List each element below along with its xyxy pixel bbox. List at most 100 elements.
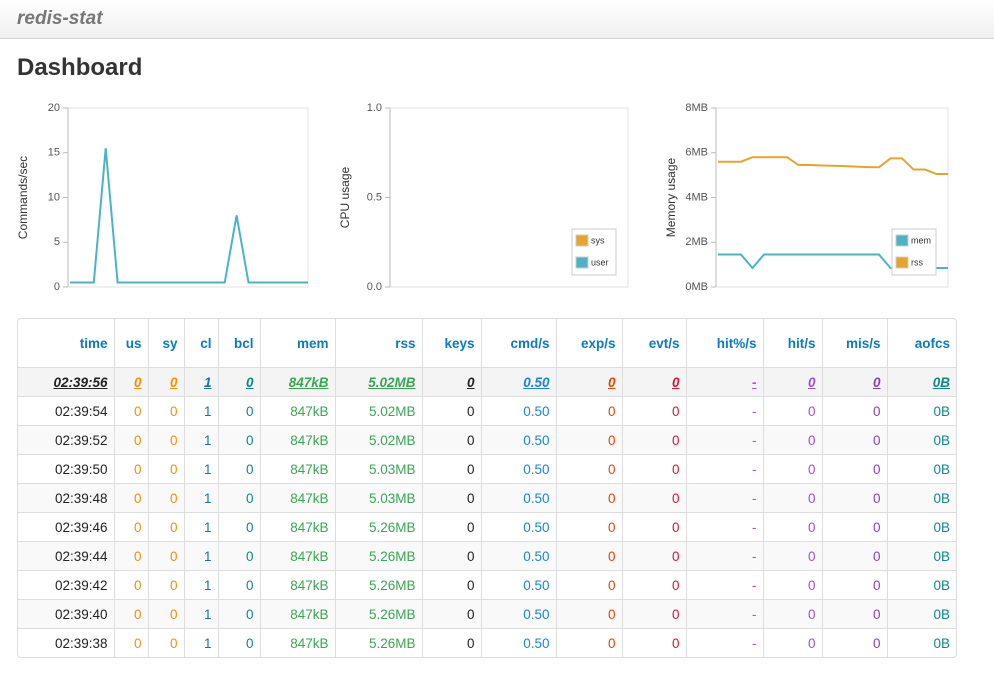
table-cell: 0 <box>621 483 686 513</box>
table-cell: 0 <box>421 367 481 397</box>
table-cell: 0 <box>555 483 622 513</box>
table-cell: 0 <box>113 454 148 484</box>
table-row: 02:39:50 0 0 1 0 847kB 5.03MB 0 0.50 0 0-0 0 0B <box>18 454 956 484</box>
table-cell: 0.50 <box>480 454 556 484</box>
series-line <box>718 156 948 176</box>
table-cell: 0 <box>621 512 686 542</box>
table-cell: 0 <box>421 628 481 657</box>
table-cell: 5.02MB <box>334 396 422 426</box>
table-cell: - <box>685 396 763 426</box>
legend-swatch <box>575 234 589 247</box>
table-cell: 0 <box>217 425 260 455</box>
table-cell: 02:39:42 <box>18 570 114 600</box>
y-axis-label: Commands/sec <box>16 156 30 239</box>
column-header: hit/s <box>762 319 822 368</box>
table-cell: 0 <box>821 425 887 455</box>
table-wrap: time us sy cl bcl mem rss keys cmd/s exp/s evt/s hi… <box>17 318 957 658</box>
table-cell: - <box>685 570 763 600</box>
table-cell: 0 <box>821 541 887 571</box>
table-cell: 0 <box>421 454 481 484</box>
table-cell: 0 <box>147 396 184 426</box>
table-cell: 0 <box>555 425 622 455</box>
table-cell: 02:39:56 <box>18 367 114 397</box>
y-tick-label: 0MB <box>685 281 708 293</box>
table-cell: 1 <box>183 541 218 571</box>
table-cell: 0 <box>821 628 887 657</box>
brand[interactable]: redis-stat <box>17 8 103 29</box>
table-cell: 0 <box>555 367 622 397</box>
table-cell: 847kB <box>259 425 335 455</box>
y-tick-label: 0.5 <box>367 191 382 203</box>
table-cell: 0B <box>886 396 956 426</box>
table-cell: 1 <box>183 367 218 397</box>
table-cell: 0 <box>113 541 148 571</box>
table-cell: 0 <box>621 570 686 600</box>
table-row: 02:39:52 0 0 1 0 847kB 5.02MB 0 0.50 0 0-0 0 0B <box>18 425 956 455</box>
table-cell: 0B <box>886 599 956 629</box>
legend-label: sys <box>591 235 605 245</box>
column-header: cl <box>183 319 218 368</box>
table-cell: 0 <box>113 599 148 629</box>
table-row: 02:39:38 0 0 1 0 847kB 5.26MB 0 0.50 0 0-0 0 0B <box>18 628 956 657</box>
page-title: Dashboard <box>17 54 143 81</box>
table-cell: 0 <box>217 541 260 571</box>
table-cell: 0 <box>147 570 184 600</box>
stats-table: time us sy cl bcl mem rss keys cmd/s exp/s evt/s hi… <box>18 319 956 657</box>
table-cell: 847kB <box>259 367 335 397</box>
table-cell: 0 <box>421 396 481 426</box>
y-tick-label: 0.0 <box>367 281 382 293</box>
table-cell: 0 <box>762 367 822 397</box>
table-cell: 0 <box>555 541 622 571</box>
table-cell: 02:39:44 <box>18 541 114 571</box>
table-cell: 0B <box>886 541 956 571</box>
table-cell: 02:39:48 <box>18 483 114 513</box>
y-tick-label: 0 <box>54 281 60 293</box>
column-header: aofcs <box>886 319 956 368</box>
table-cell: 847kB <box>259 454 335 484</box>
table-cell: 02:39:52 <box>18 425 114 455</box>
table-cell: - <box>685 367 763 397</box>
table-cell: 0 <box>421 425 481 455</box>
table-cell: 5.26MB <box>334 570 422 600</box>
table-cell: 0 <box>421 512 481 542</box>
table-cell: 02:39:46 <box>18 512 114 542</box>
table-cell: 1 <box>183 599 218 629</box>
table-cell: 847kB <box>259 570 335 600</box>
table-cell: 0 <box>621 425 686 455</box>
table-row: 02:39:48 0 0 1 0 847kB 5.03MB 0 0.50 0 0-0 0 0B <box>18 483 956 513</box>
table-cell: 02:39:38 <box>18 628 114 657</box>
y-tick-label: 20 <box>48 102 60 114</box>
table-row: 02:39:54 0 0 1 0 847kB 5.02MB 0 0.50 0 0-0 0 0B <box>18 396 956 426</box>
y-axis-label: CPU usage <box>338 166 352 228</box>
table-cell: 0 <box>217 628 260 657</box>
table-cell: 0 <box>147 454 184 484</box>
table-cell: - <box>685 425 763 455</box>
table-cell: 0 <box>621 367 686 397</box>
table-row: 02:39:42 0 0 1 0 847kB 5.26MB 0 0.50 0 0-0 0 0B <box>18 570 956 600</box>
column-header: rss <box>334 319 422 368</box>
column-header: evt/s <box>621 319 686 368</box>
table-cell: 0.50 <box>480 570 556 600</box>
table-cell: 1 <box>183 570 218 600</box>
table-cell: 0 <box>217 512 260 542</box>
table-cell: 0 <box>555 599 622 629</box>
table-cell: 0 <box>147 512 184 542</box>
table-cell: 0 <box>113 570 148 600</box>
table-cell: 0 <box>762 599 822 629</box>
table-row: 02:39:40 0 0 1 0 847kB 5.26MB 0 0.50 0 0-0 0 0B <box>18 599 956 629</box>
legend-swatch <box>895 234 909 247</box>
table-cell: 0 <box>621 541 686 571</box>
table-cell: 0.50 <box>480 512 556 542</box>
y-tick-label: 15 <box>48 147 60 159</box>
table-row: 02:39:56 0 0 1 0 847kB 5.02MB 0 0.50 0 0-0 0 0B <box>18 367 956 397</box>
y-tick-label: 4MB <box>685 191 708 203</box>
column-header: keys <box>421 319 481 368</box>
header-row: time us sy cl bcl mem rss keys cmd/s exp/s evt/s hi… <box>18 319 956 368</box>
table-cell: 0B <box>886 483 956 513</box>
column-header: sy <box>147 319 184 368</box>
table-cell: 0 <box>621 454 686 484</box>
column-header: mem <box>259 319 335 368</box>
column-header: cmd/s <box>480 319 556 368</box>
table-cell: 5.26MB <box>334 599 422 629</box>
